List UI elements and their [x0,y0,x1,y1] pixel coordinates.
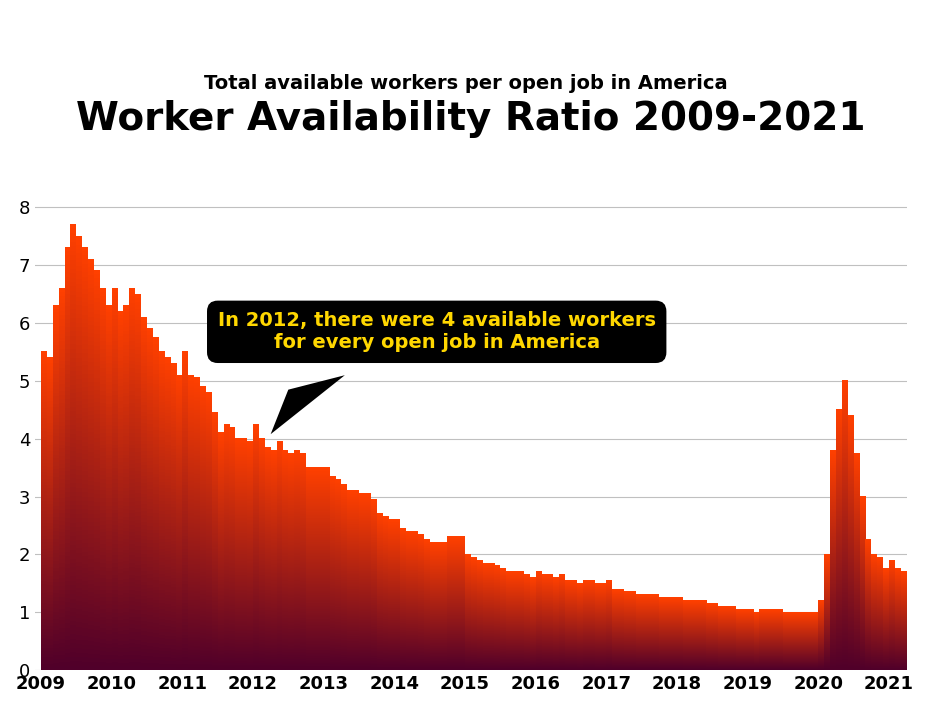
Polygon shape [270,375,345,434]
Text: Total available workers per open job in America: Total available workers per open job in … [204,74,728,93]
Text: In 2012, there were 4 available workers
for every open job in America: In 2012, there were 4 available workers … [218,312,656,365]
Title: Worker Availability Ratio 2009-2021: Worker Availability Ratio 2009-2021 [76,100,866,138]
